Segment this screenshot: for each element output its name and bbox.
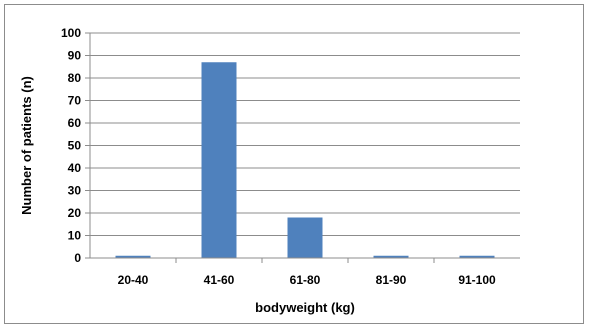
y-tick-label: 40	[68, 161, 82, 175]
y-tick-label: 50	[68, 139, 82, 153]
bars	[115, 62, 495, 258]
chart-frame	[4, 4, 584, 324]
x-tick-label: 20-40	[118, 273, 149, 287]
y-tick-label: 20	[68, 206, 82, 220]
y-tick-label: 30	[68, 184, 82, 198]
x-tick-label: 41-60	[204, 273, 235, 287]
y-tick-label: 90	[68, 49, 82, 63]
x-axis-title: bodyweight (kg)	[255, 300, 355, 315]
x-tick-label: 91-100	[458, 273, 496, 287]
y-tick-label: 70	[68, 94, 82, 108]
gridlines	[90, 32, 520, 236]
y-axis-title: Number of patients (n)	[19, 76, 34, 215]
x-tick-label: 81-90	[376, 273, 407, 287]
bar-20-40	[115, 255, 151, 258]
y-tick-label: 80	[68, 71, 82, 85]
y-tick-label: 100	[61, 26, 81, 40]
bar-41-60	[201, 62, 237, 258]
y-tick-label: 60	[68, 116, 82, 130]
bar-81-90	[373, 255, 409, 258]
y-tick-label: 0	[74, 251, 81, 265]
bar-91-100	[459, 255, 495, 258]
x-tick-label: 61-80	[290, 273, 321, 287]
y-tick-label: 10	[68, 229, 82, 243]
bar-61-80	[287, 217, 323, 258]
y-tick-labels: 0 10 20 30 40 50 60 70 80 90 100	[61, 26, 90, 265]
x-tick-labels: 20-40 41-60 61-80 81-90 91-100	[118, 258, 496, 287]
